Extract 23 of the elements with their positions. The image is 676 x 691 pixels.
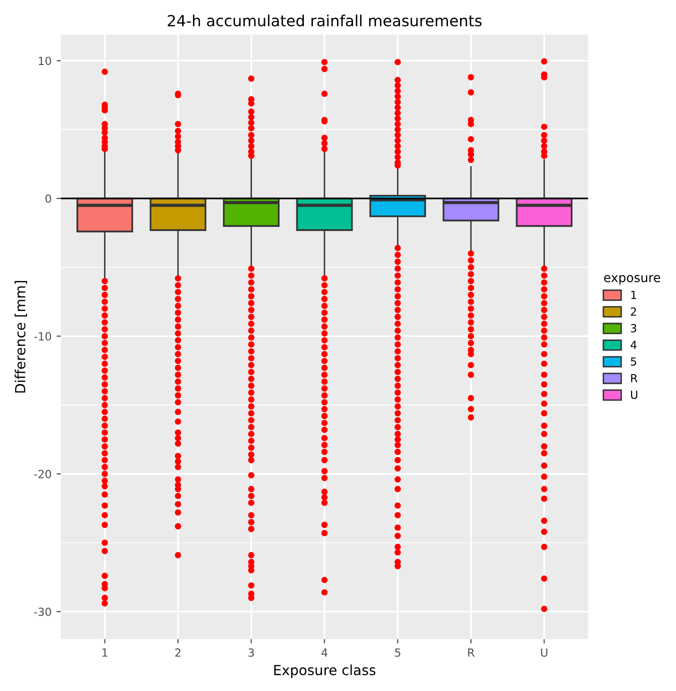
legend-label: U xyxy=(631,390,638,400)
x-tick-label: 4 xyxy=(321,648,328,657)
y-tick-label: 0 xyxy=(45,194,52,203)
y-tick-label: -30 xyxy=(34,608,52,616)
x-tick-label: U xyxy=(541,648,548,657)
legend-label: R xyxy=(631,374,638,382)
legend-label: 4 xyxy=(630,340,637,349)
y-axis-title: Difference [mm] xyxy=(14,281,28,393)
y-tick-label: 10 xyxy=(38,56,52,66)
legend-label: 3 xyxy=(630,324,636,332)
x-tick-label: 1 xyxy=(102,648,108,657)
x-axis-title: Exposure class xyxy=(274,664,376,678)
x-tick-label: 3 xyxy=(248,648,254,657)
x-tick-label: R xyxy=(468,648,474,657)
legend-label: 5 xyxy=(630,357,636,366)
legend-title: exposure xyxy=(604,275,660,285)
y-tick-label: -20 xyxy=(34,470,52,478)
x-tick-label: 2 xyxy=(175,648,180,657)
y-tick-label: -10 xyxy=(34,332,52,341)
x-tick-label: 5 xyxy=(395,648,400,657)
legend-label: 1 xyxy=(631,290,636,299)
legend-label: 2 xyxy=(630,307,636,316)
chart-title: 24-h accumulated rainfall measurements xyxy=(168,14,482,26)
